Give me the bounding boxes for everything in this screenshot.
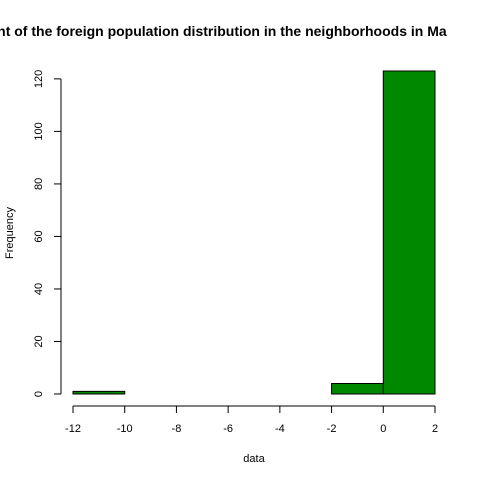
y-axis: 0 20 40 60 80 100 120 [33, 70, 62, 397]
x-axis-label: data [243, 453, 265, 465]
histogram-bar [331, 382, 384, 395]
y-tick-label: 120 [33, 70, 45, 88]
x-tick-label: 2 [432, 423, 438, 435]
y-tick-label: 40 [33, 283, 45, 295]
x-tick-label: -10 [117, 423, 133, 435]
x-axis: -12 -10 -8 -6 -4 -2 0 2 [65, 405, 438, 435]
x-tick-label: -4 [275, 423, 285, 435]
x-tick-label: -12 [65, 423, 81, 435]
y-tick-label: 0 [33, 391, 45, 397]
chart-title: ent of the foreign population distributi… [0, 23, 447, 39]
x-tick-label: -6 [223, 423, 233, 435]
x-tick-label: 0 [380, 423, 386, 435]
x-tick-label: -2 [327, 423, 337, 435]
y-tick-label: 80 [33, 178, 45, 190]
y-tick-label: 100 [33, 122, 45, 140]
histogram-bar [382, 70, 436, 395]
y-tick-label: 60 [33, 230, 45, 242]
histogram-bar [72, 390, 126, 395]
x-tick-label: -8 [172, 423, 182, 435]
y-axis-label: Frequency [4, 207, 16, 259]
y-tick-label: 20 [33, 335, 45, 347]
bars [72, 70, 436, 395]
